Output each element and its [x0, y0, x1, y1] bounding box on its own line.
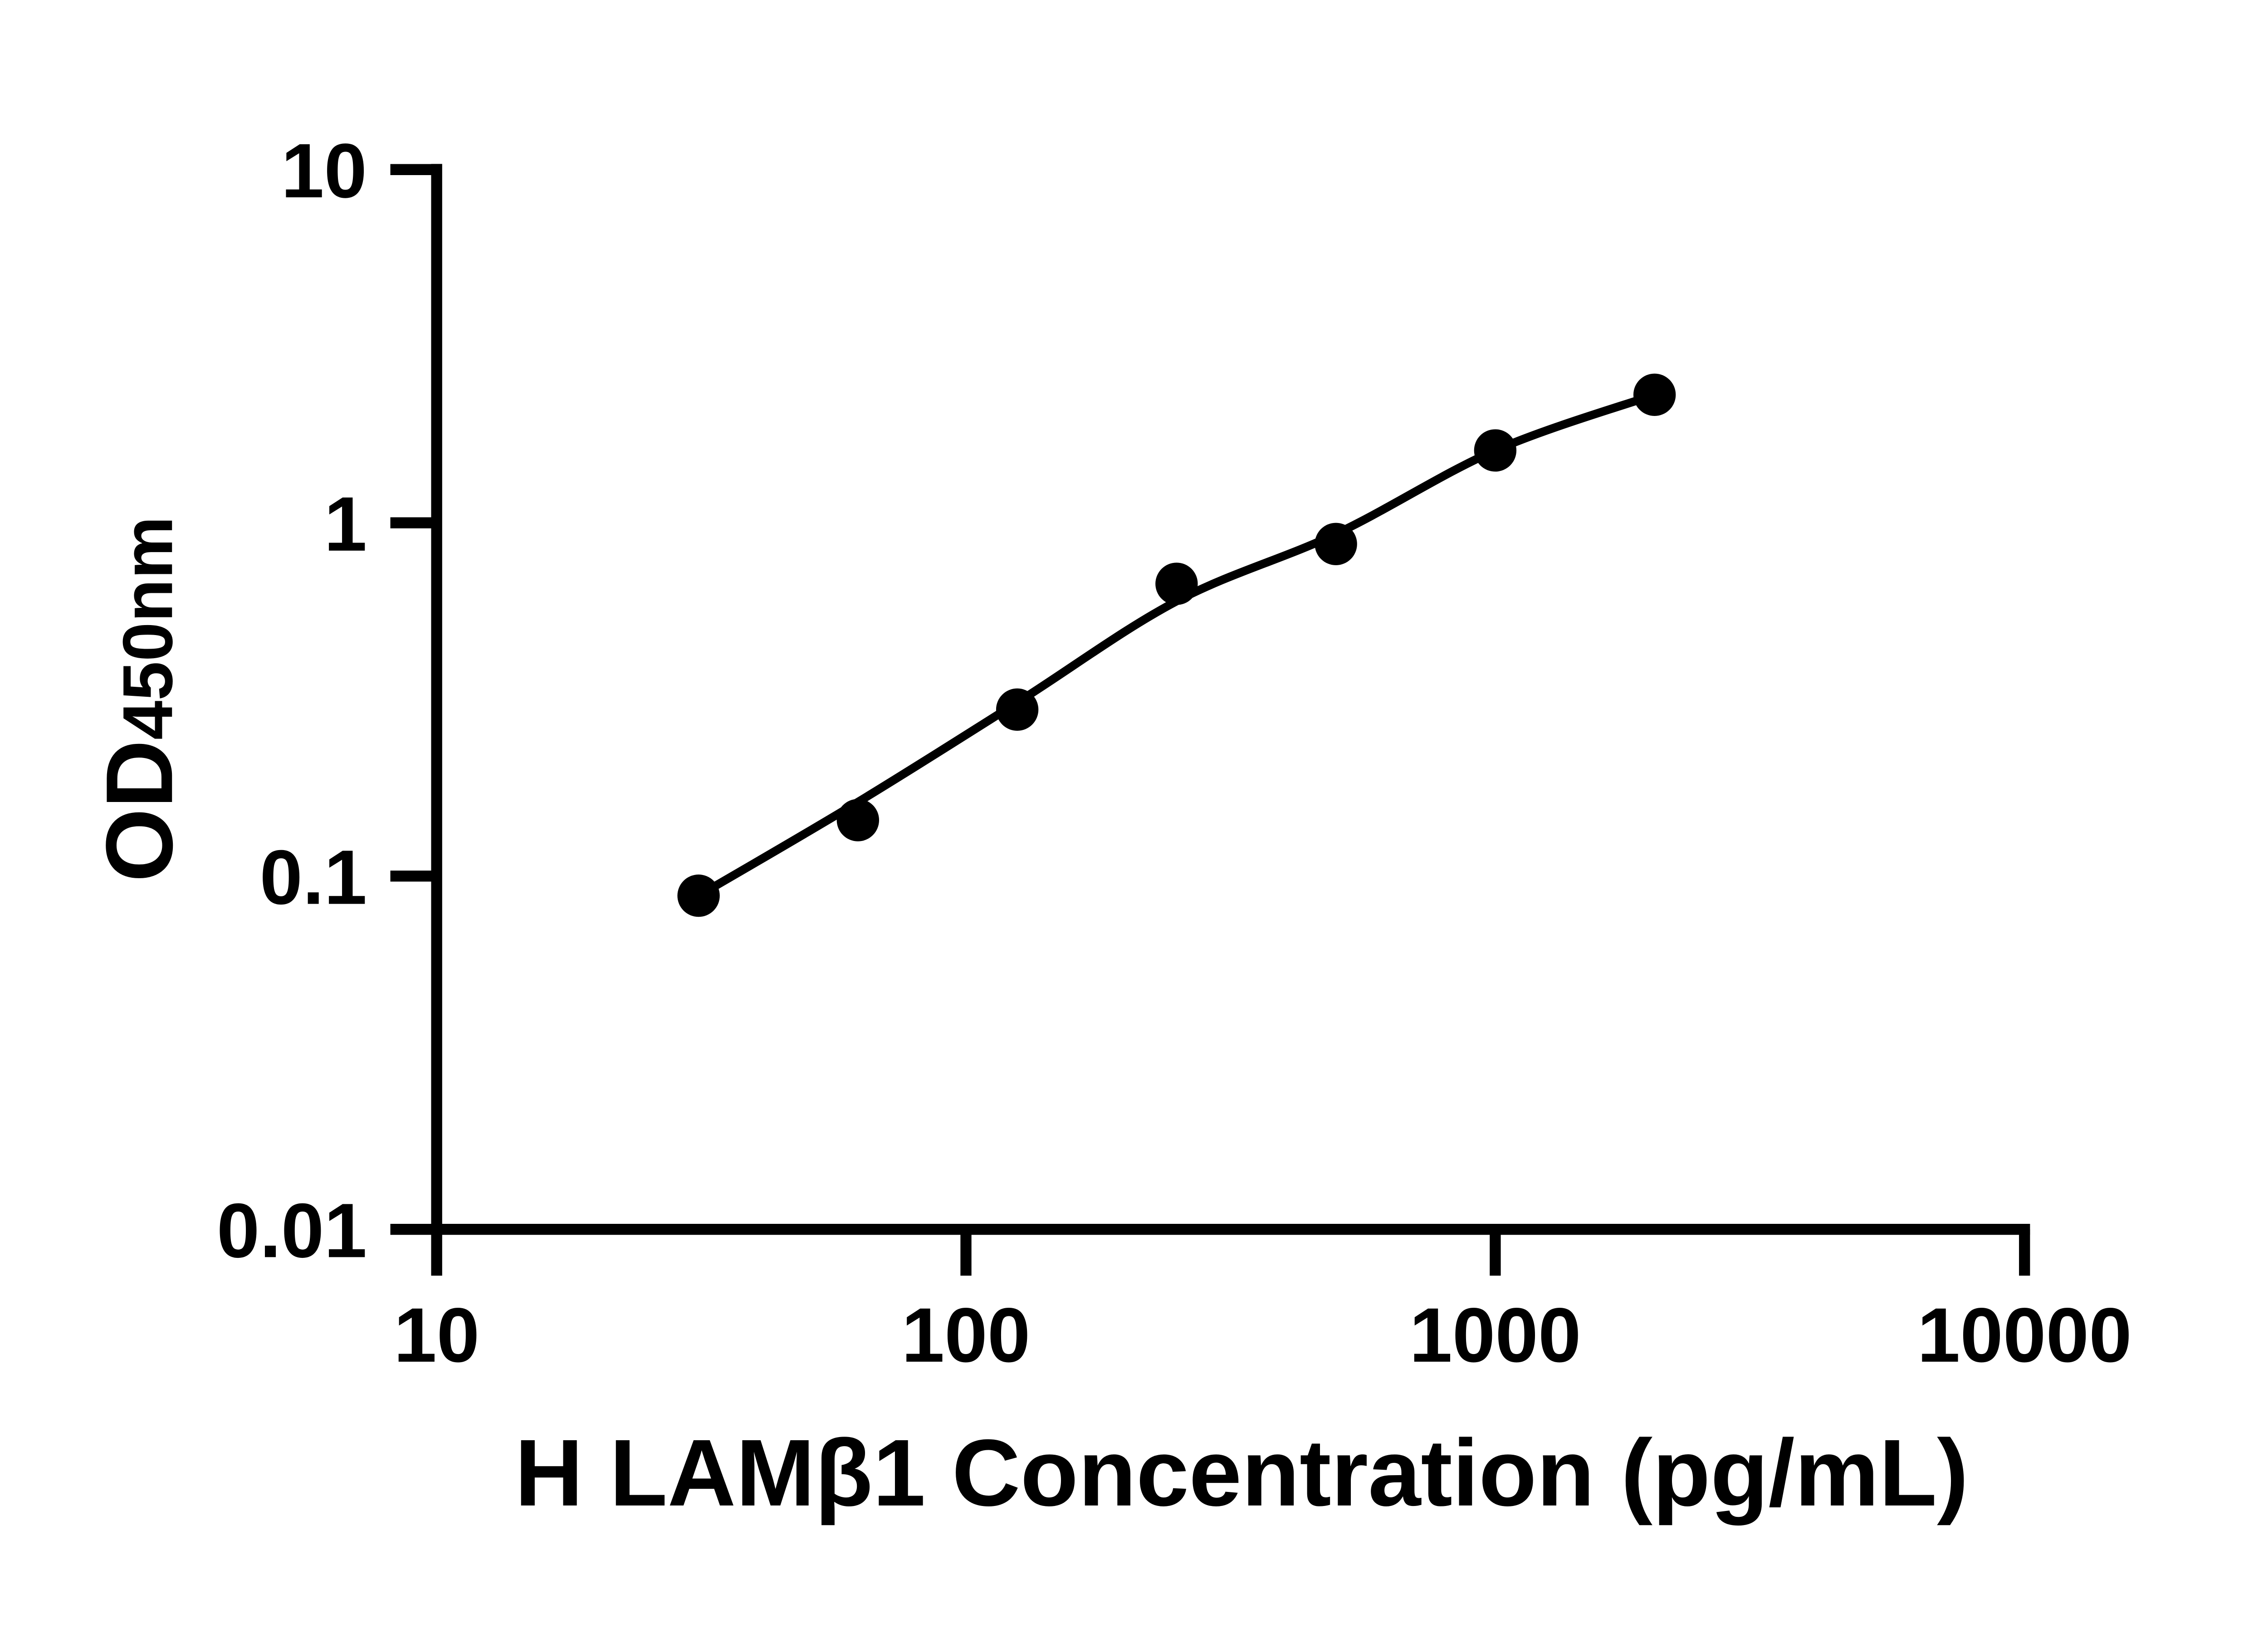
y-axis-title-main: OD [87, 740, 192, 882]
y-axis-title: OD450nm [87, 516, 192, 882]
y-tick-label: 10 [281, 128, 367, 214]
y-tick-label: 1 [324, 481, 367, 567]
y-axis-title-subscript: 450nm [108, 516, 187, 740]
y-axis-ticks: 10 1 0.1 0.01 [217, 128, 437, 1274]
x-tick-label: 10000 [1917, 1292, 2132, 1379]
data-point [1315, 523, 1357, 565]
data-point [677, 874, 720, 917]
data-point [1633, 373, 1676, 416]
x-tick-label: 100 [902, 1292, 1031, 1379]
data-point [1474, 429, 1517, 472]
x-tick-label: 10 [394, 1292, 479, 1379]
data-point [996, 688, 1039, 731]
data-points [677, 373, 1676, 917]
data-point [1155, 562, 1198, 605]
x-tick-label: 1000 [1409, 1292, 1581, 1379]
x-axis-title: H LAMβ1 Concentration (pg/mL) [515, 1420, 1969, 1526]
data-point [836, 799, 880, 841]
x-axis-ticks: 10 100 1000 10000 [394, 1229, 2132, 1379]
y-tick-label: 0.1 [259, 835, 367, 921]
y-tick-label: 0.01 [217, 1188, 367, 1274]
